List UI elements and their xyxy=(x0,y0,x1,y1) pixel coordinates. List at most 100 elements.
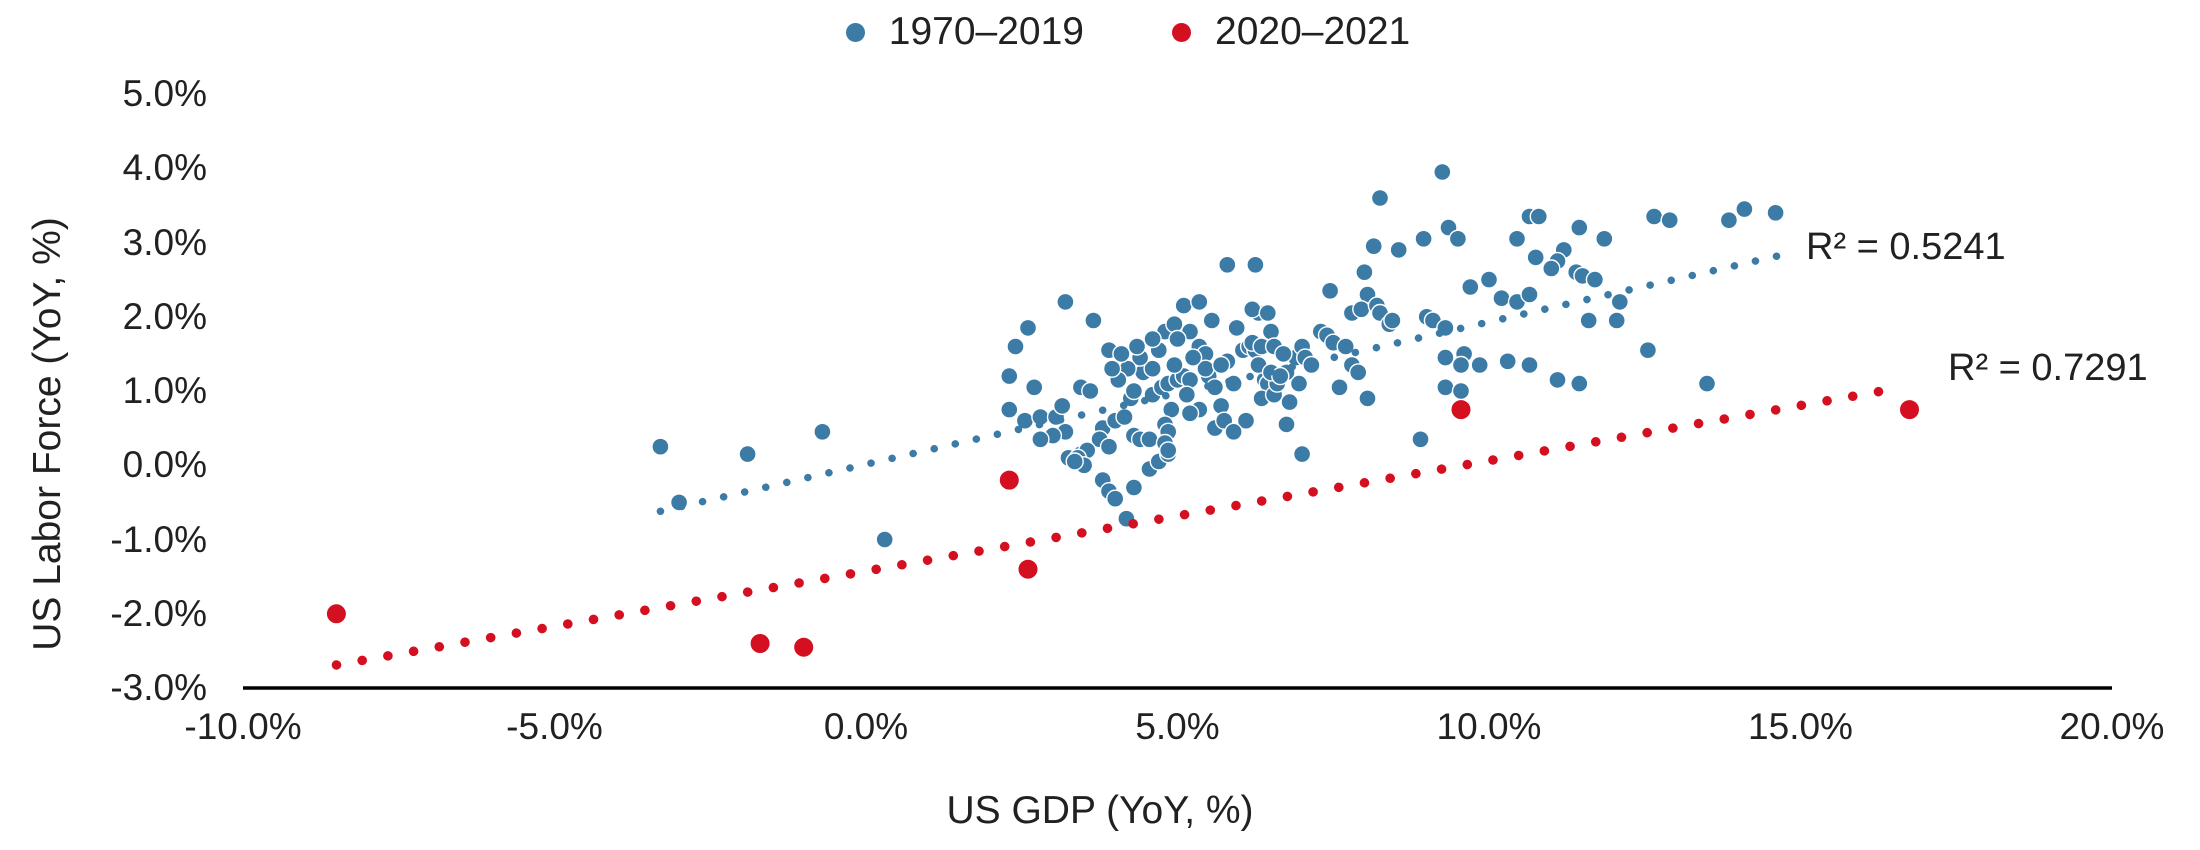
data-point-blue xyxy=(1411,430,1430,449)
data-point-blue xyxy=(1024,378,1044,397)
data-point-blue xyxy=(1520,285,1539,304)
data-point-blue xyxy=(1330,378,1349,397)
data-point-blue xyxy=(1719,210,1739,230)
data-point-blue xyxy=(1202,311,1222,330)
data-point-blue xyxy=(1610,292,1630,312)
data-point-blue xyxy=(1735,199,1754,219)
y-tick-label: 3.0% xyxy=(122,221,207,263)
y-tick-label: 1.0% xyxy=(122,370,207,411)
chart-legend: 1970–2019 2020–2021 xyxy=(28,8,2200,56)
legend-item-2020-2021: 2020–2021 xyxy=(1172,8,1410,56)
data-point-blue xyxy=(1336,337,1355,356)
data-point-blue xyxy=(1507,229,1527,249)
data-point-blue xyxy=(1099,437,1119,456)
data-point-blue xyxy=(1289,374,1309,393)
data-point-blue xyxy=(1607,311,1626,330)
y-tick-label: -1.0% xyxy=(110,518,207,560)
data-point-blue xyxy=(1143,329,1162,349)
data-point-blue xyxy=(1112,344,1131,364)
data-point-blue xyxy=(1102,359,1122,378)
data-point-blue xyxy=(1081,381,1100,401)
data-point-blue xyxy=(875,530,894,549)
x-tick-label: 10.0% xyxy=(1436,706,1542,747)
data-point-blue xyxy=(651,437,670,456)
x-tick-label: 20.0% xyxy=(2059,706,2165,747)
data-point-red xyxy=(749,633,771,654)
data-point-blue xyxy=(1190,292,1209,312)
data-point-blue xyxy=(1124,478,1144,497)
data-point-blue xyxy=(1084,311,1103,330)
y-tick-label: 4.0% xyxy=(122,147,207,189)
data-point-blue xyxy=(1358,389,1377,408)
data-point-blue xyxy=(1570,218,1589,237)
x-tick-label: -10.0% xyxy=(184,706,302,747)
y-tick-label: -3.0% xyxy=(110,667,207,708)
data-point-blue xyxy=(1243,300,1262,319)
data-point-blue xyxy=(1520,355,1539,375)
data-point-blue xyxy=(1451,381,1471,401)
data-point-blue xyxy=(1364,236,1383,256)
data-point-blue xyxy=(1105,489,1125,508)
data-point-red xyxy=(793,636,815,658)
x-tick-label: 0.0% xyxy=(823,706,909,747)
trendline-red xyxy=(331,382,1909,670)
data-point-blue xyxy=(1211,355,1231,375)
data-point-blue xyxy=(1448,229,1468,249)
data-point-blue xyxy=(1451,355,1471,375)
r2-annotation-red: R² = 0.7291 xyxy=(1948,347,2148,389)
data-point-red xyxy=(1899,399,1920,421)
data-point-blue xyxy=(813,422,832,441)
legend-item-1970-2019: 1970–2019 xyxy=(845,8,1084,56)
data-point-blue xyxy=(1542,259,1561,278)
data-point-blue xyxy=(1224,422,1243,441)
data-point-blue xyxy=(1056,292,1075,312)
data-point-blue xyxy=(1766,203,1785,223)
y-tick-label: 2.0% xyxy=(122,295,207,337)
data-point-blue xyxy=(1158,441,1178,460)
data-point-blue xyxy=(1174,296,1193,315)
data-point-blue xyxy=(1383,311,1402,330)
data-point-blue xyxy=(1595,229,1614,249)
data-point-blue xyxy=(1660,210,1679,230)
data-point-blue xyxy=(1127,337,1147,356)
data-point-blue xyxy=(1479,270,1499,289)
r2-annotation-blue: R² = 0.5241 xyxy=(1806,226,2006,268)
x-tick-label: 5.0% xyxy=(1135,706,1220,747)
data-point-blue xyxy=(1271,366,1290,386)
data-point-blue xyxy=(1320,281,1340,300)
data-point-blue xyxy=(1548,370,1567,390)
data-point-blue xyxy=(1140,430,1159,449)
y-tick-label: -2.0% xyxy=(110,592,207,634)
y-tick-label: 5.0% xyxy=(122,73,207,114)
legend-label: 1970–2019 xyxy=(888,10,1084,53)
data-point-blue xyxy=(1183,348,1203,367)
data-point-blue xyxy=(1638,341,1658,360)
data-point-blue xyxy=(1370,188,1390,208)
data-point-blue xyxy=(1165,315,1184,334)
x-tick-label: -5.0% xyxy=(506,706,603,747)
data-point-blue xyxy=(738,444,757,464)
data-point-blue xyxy=(1498,352,1517,371)
data-point-blue xyxy=(1052,396,1072,416)
data-point-blue xyxy=(1168,329,1187,349)
data-point-red xyxy=(1450,399,1472,421)
data-point-blue xyxy=(1492,289,1511,308)
data-point-blue xyxy=(1143,359,1162,378)
data-point-blue xyxy=(1529,207,1549,226)
data-point-blue xyxy=(1348,363,1368,382)
data-point-blue xyxy=(1585,270,1605,289)
x-axis-title: US GDP (YoY, %) xyxy=(946,789,1254,832)
data-point-blue xyxy=(1180,404,1200,423)
data-point-blue xyxy=(1165,355,1184,375)
data-point-blue xyxy=(1115,407,1134,427)
data-point-blue xyxy=(1436,348,1455,367)
data-point-blue xyxy=(1236,411,1256,430)
data-point-blue xyxy=(1470,355,1489,375)
y-tick-label: 0.0% xyxy=(122,444,207,486)
data-point-blue xyxy=(1065,452,1084,471)
data-point-blue xyxy=(1292,444,1312,464)
data-point-blue xyxy=(1436,378,1455,397)
data-point-blue xyxy=(1031,430,1050,449)
data-point-blue xyxy=(1697,374,1717,393)
